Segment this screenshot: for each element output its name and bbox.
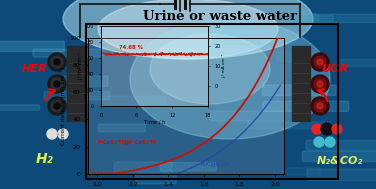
FancyBboxPatch shape [44, 91, 110, 100]
Circle shape [48, 97, 66, 115]
Circle shape [51, 56, 63, 68]
FancyBboxPatch shape [247, 122, 331, 129]
FancyBboxPatch shape [99, 124, 146, 132]
Y-axis label: j / mA cm⁻²: j / mA cm⁻² [223, 54, 226, 78]
Circle shape [54, 59, 60, 65]
FancyBboxPatch shape [140, 40, 260, 47]
Circle shape [312, 124, 322, 134]
Ellipse shape [63, 0, 313, 59]
Text: H₂: H₂ [36, 152, 54, 166]
FancyBboxPatch shape [160, 163, 217, 171]
Circle shape [317, 103, 323, 109]
FancyBboxPatch shape [211, 111, 284, 121]
Circle shape [48, 75, 66, 93]
Text: Urine or waste water: Urine or waste water [143, 11, 297, 23]
FancyBboxPatch shape [136, 174, 176, 184]
Circle shape [332, 124, 342, 134]
Ellipse shape [130, 19, 330, 139]
FancyBboxPatch shape [290, 15, 333, 22]
FancyBboxPatch shape [283, 14, 319, 25]
Text: UOR: UOR [321, 64, 349, 74]
Circle shape [314, 137, 324, 147]
FancyBboxPatch shape [277, 52, 322, 62]
Circle shape [314, 78, 326, 90]
Text: Pt/C∥∥RuO₂: Pt/C∥∥RuO₂ [200, 162, 229, 167]
Circle shape [54, 103, 60, 109]
Circle shape [314, 100, 326, 112]
Circle shape [311, 53, 329, 71]
Ellipse shape [98, 0, 278, 59]
Circle shape [51, 78, 63, 90]
FancyBboxPatch shape [262, 101, 349, 111]
FancyBboxPatch shape [287, 168, 320, 175]
Circle shape [47, 129, 57, 139]
Text: HER: HER [22, 64, 48, 74]
FancyBboxPatch shape [341, 59, 376, 67]
FancyBboxPatch shape [263, 85, 336, 95]
Circle shape [321, 123, 333, 135]
Circle shape [317, 81, 323, 87]
Circle shape [311, 97, 329, 115]
Y-axis label: j / mA cm⁻²: j / mA cm⁻² [78, 52, 83, 80]
FancyBboxPatch shape [307, 169, 376, 181]
Circle shape [54, 81, 60, 87]
FancyBboxPatch shape [302, 151, 376, 161]
FancyBboxPatch shape [309, 14, 376, 22]
FancyBboxPatch shape [209, 39, 291, 45]
FancyBboxPatch shape [0, 41, 64, 51]
FancyBboxPatch shape [114, 162, 172, 174]
Ellipse shape [150, 34, 270, 104]
Circle shape [311, 75, 329, 93]
FancyBboxPatch shape [33, 49, 103, 57]
FancyBboxPatch shape [61, 76, 108, 87]
X-axis label: Time / h: Time / h [144, 119, 165, 124]
Text: N₂&CO₂: N₂&CO₂ [317, 156, 363, 166]
Circle shape [314, 56, 326, 68]
Text: 74.68 %: 74.68 % [118, 45, 143, 50]
Y-axis label: Current density (mA cm⁻²): Current density (mA cm⁻²) [60, 67, 66, 145]
FancyBboxPatch shape [0, 105, 39, 110]
Bar [67, 46, 85, 121]
FancyBboxPatch shape [306, 140, 376, 150]
Circle shape [317, 59, 323, 65]
Circle shape [325, 137, 335, 147]
Circle shape [51, 100, 63, 112]
Bar [86, 24, 338, 179]
Circle shape [48, 53, 66, 71]
Text: P-CoS₂/Ti∥∥P-CoS₂/Ti: P-CoS₂/Ti∥∥P-CoS₂/Ti [97, 140, 156, 145]
Bar [292, 46, 310, 121]
FancyBboxPatch shape [67, 96, 165, 105]
Circle shape [58, 129, 68, 139]
